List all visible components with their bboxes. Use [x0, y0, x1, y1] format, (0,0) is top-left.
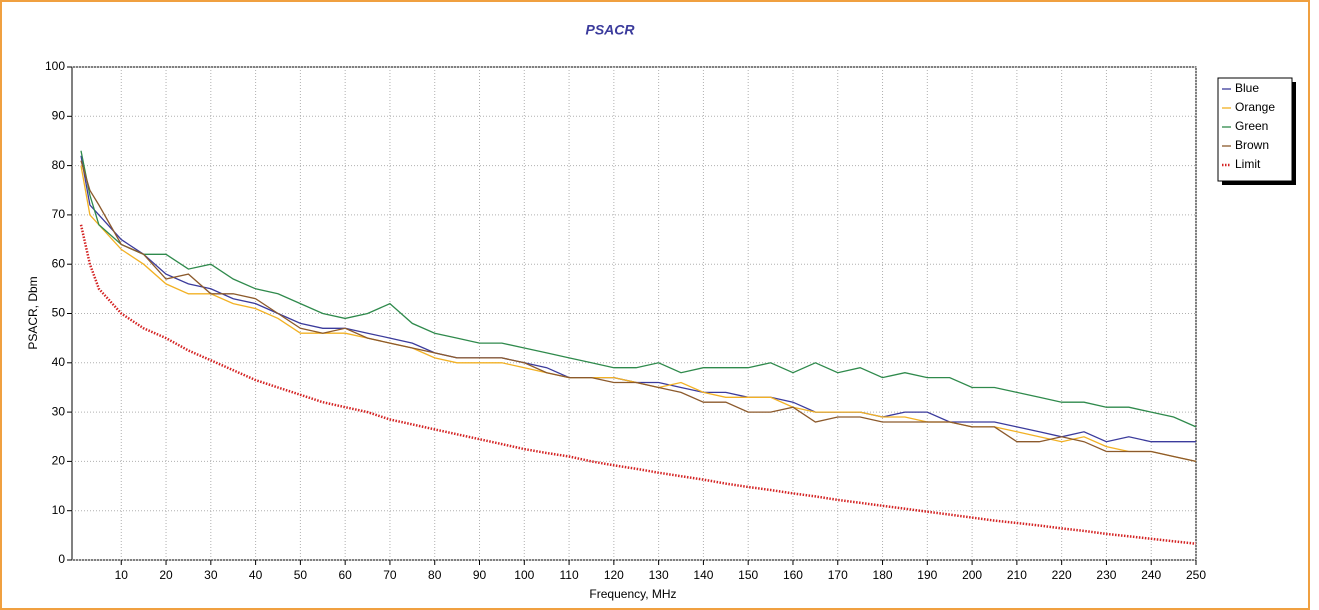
- x-tick-label: 220: [1052, 568, 1072, 582]
- y-tick-label: 0: [58, 552, 65, 566]
- y-tick-label: 90: [52, 108, 66, 122]
- y-tick-label: 50: [52, 306, 66, 320]
- x-tick-label: 70: [383, 568, 397, 582]
- series-line: [80, 160, 1197, 463]
- y-tick-label: 70: [52, 207, 66, 221]
- legend-label: Limit: [1235, 157, 1261, 171]
- x-tick-label: 20: [159, 568, 173, 582]
- y-tick-label: 40: [52, 355, 66, 369]
- y-tick-label: 10: [52, 503, 66, 517]
- y-tick-label: 60: [52, 256, 66, 270]
- x-tick-label: 110: [559, 568, 578, 582]
- x-tick-label: 240: [1141, 568, 1161, 582]
- legend-label: Green: [1235, 119, 1268, 133]
- chart-title: PSACR: [585, 22, 635, 38]
- x-tick-label: 210: [1007, 568, 1027, 582]
- x-tick-label: 160: [783, 568, 803, 582]
- x-tick-label: 30: [204, 568, 218, 582]
- x-tick-label: 150: [738, 568, 758, 582]
- x-tick-label: 120: [604, 568, 624, 582]
- x-tick-label: 50: [294, 568, 308, 582]
- y-tick-label: 80: [52, 158, 66, 172]
- x-tick-label: 200: [962, 568, 982, 582]
- y-axis-label: PSACR, Dbm: [26, 276, 40, 349]
- x-tick-label: 60: [338, 568, 352, 582]
- y-tick-label: 100: [45, 59, 65, 73]
- series-line: [80, 165, 1197, 463]
- x-tick-label: 180: [873, 568, 893, 582]
- y-tick-label: 30: [52, 404, 66, 418]
- legend-label: Blue: [1235, 81, 1259, 95]
- series-line: [80, 150, 1197, 428]
- legend-label: Brown: [1235, 138, 1269, 152]
- y-tick-label: 20: [52, 454, 66, 468]
- x-tick-label: 250: [1186, 568, 1206, 582]
- x-tick-label: 230: [1096, 568, 1116, 582]
- x-tick-label: 140: [693, 568, 713, 582]
- x-tick-label: 130: [649, 568, 669, 582]
- x-tick-label: 90: [473, 568, 487, 582]
- x-tick-label: 40: [249, 568, 263, 582]
- x-tick-label: 190: [917, 568, 937, 582]
- x-tick-label: 170: [828, 568, 848, 582]
- series-line: [79, 224, 1197, 545]
- legend: [1217, 77, 1293, 182]
- x-tick-label: 10: [115, 568, 129, 582]
- x-tick-label: 100: [514, 568, 534, 582]
- legend-label: Orange: [1235, 100, 1275, 114]
- x-axis-label: Frequency, MHz: [589, 587, 676, 601]
- x-tick-label: 80: [428, 568, 442, 582]
